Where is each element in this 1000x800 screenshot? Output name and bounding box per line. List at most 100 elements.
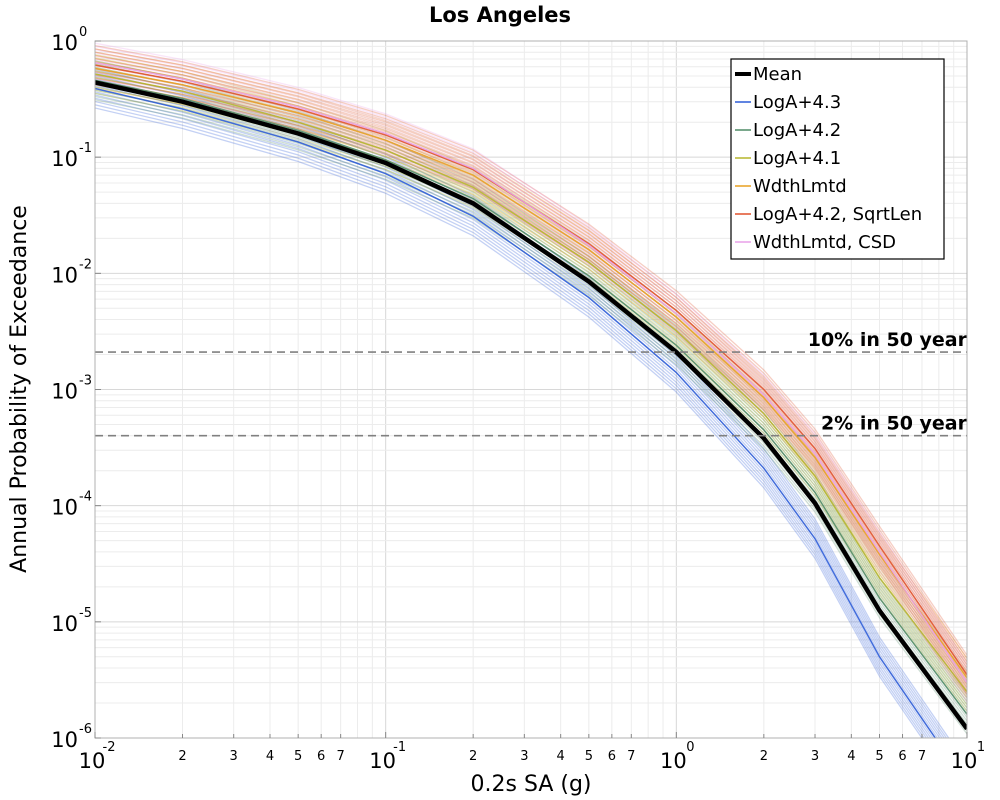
x-minor-tick-label: 6	[608, 749, 616, 764]
branch-curve	[95, 100, 928, 738]
x-minor-tick-label: 5	[875, 749, 883, 764]
branch-curve	[95, 70, 967, 689]
y-tick-exponent: -2	[79, 257, 92, 272]
y-tick-label: 10	[51, 380, 78, 404]
branch-curve	[95, 51, 967, 662]
series-lines	[95, 61, 967, 738]
x-tick-label: 10	[660, 749, 687, 773]
series-line	[95, 87, 937, 738]
branch-curve	[95, 69, 967, 705]
legend-entry: LogA+4.2, SqrtLen	[753, 204, 922, 225]
legend-entry: Mean	[753, 64, 802, 85]
branch-curve	[95, 81, 967, 703]
y-tick-exponent: -5	[79, 606, 92, 621]
x-minor-tick-label: 2	[760, 749, 768, 764]
series-line	[95, 64, 967, 676]
series-line	[95, 79, 967, 715]
grid	[94, 40, 968, 739]
reference-lines: 10% in 50 year 2% in 50 year	[95, 329, 968, 437]
branch-curve	[95, 75, 967, 696]
mean-line	[95, 80, 967, 731]
x-minor-tick-label: 6	[898, 749, 906, 764]
branch-curve	[95, 52, 967, 674]
branch-curve	[95, 48, 967, 659]
branch-curve	[95, 89, 967, 709]
y-tick-exponent: -6	[79, 722, 92, 737]
y-tick-label: 10	[51, 147, 78, 171]
x-minor-tick-label: 2	[469, 749, 477, 764]
y-tick-label: 10	[51, 263, 78, 287]
chart-title: Los Angeles	[429, 3, 571, 27]
y-tick-exponent: -1	[79, 141, 92, 156]
reference-line-label: 2% in 50 year	[821, 413, 968, 435]
x-minor-tick-label: 5	[294, 749, 302, 764]
branch-curve	[95, 74, 967, 685]
branch-curve	[95, 99, 967, 735]
branch-curve	[95, 51, 967, 663]
branch-curve	[95, 74, 945, 738]
x-tick-label: 10	[79, 749, 106, 773]
branch-curve	[95, 54, 967, 666]
y-tick-exponent: -4	[79, 490, 92, 505]
legend-entry: WdthLmtd	[753, 176, 847, 197]
legend-entry: LogA+4.1	[753, 148, 841, 169]
y-tick-label: 10	[51, 31, 78, 55]
branch-curve	[95, 44, 967, 656]
reference-line-label: 10% in 50 year	[808, 329, 968, 351]
legend-box	[730, 58, 945, 260]
legend: Mean LogA+4.3 LogA+4.2 LogA+4.1 WdthLmtd LogA…	[730, 58, 945, 260]
branch-curve	[95, 66, 967, 686]
branch-curve	[95, 77, 967, 689]
branch-curve	[95, 76, 967, 696]
legend-entry: WdthLmtd, CSD	[753, 232, 896, 253]
x-tick-exponent: -1	[393, 740, 406, 755]
branch-curve	[95, 58, 967, 680]
y-tick-exponent: 0	[79, 25, 87, 40]
branch-curve	[95, 57, 967, 669]
x-minor-tick-label: 5	[585, 749, 593, 764]
branch-curve	[95, 76, 967, 712]
x-minor-tick-label: 7	[918, 749, 926, 764]
y-axis-label: Annual Probability of Exceedance	[7, 205, 32, 573]
y-tick-label: 10	[51, 496, 78, 520]
legend-entry: LogA+4.3	[753, 92, 841, 113]
branch-curve	[95, 71, 967, 682]
branch-curve	[95, 97, 930, 738]
x-tick-label: 10	[369, 749, 396, 773]
x-minor-tick-label: 4	[847, 749, 855, 764]
branch-curve	[95, 95, 967, 731]
branch-curve	[95, 80, 967, 692]
branch-curve	[95, 42, 967, 664]
branch-curve	[95, 49, 967, 670]
x-tick-exponent: 0	[686, 740, 694, 755]
x-minor-tick-label: 4	[266, 749, 274, 764]
branch-curve	[95, 79, 967, 699]
branch-curve	[95, 91, 934, 738]
series-line	[95, 67, 967, 679]
x-minor-tick-label: 3	[811, 749, 819, 764]
legend-entry: LogA+4.2	[753, 120, 841, 141]
branch-curve	[95, 84, 939, 738]
branch-curve	[95, 45, 967, 667]
series-line	[95, 73, 967, 693]
y-tick-label: 10	[51, 728, 78, 752]
x-minor-tick-label: 3	[520, 749, 528, 764]
x-minor-tick-label: 4	[557, 749, 565, 764]
y-tick-exponent: -3	[79, 374, 92, 389]
x-minor-tick-label: 6	[317, 749, 325, 764]
x-tick-label: 10	[951, 749, 978, 773]
x-minor-tick-label: 2	[178, 749, 186, 764]
branch-curve	[95, 104, 925, 738]
branch-curve	[95, 77, 967, 688]
x-minor-tick-label: 3	[230, 749, 238, 764]
branch-curve	[95, 61, 967, 672]
branch-curve	[95, 94, 932, 738]
branch-curve	[95, 71, 967, 693]
x-tick-exponent: 1	[977, 740, 985, 755]
x-tick-exponent: -2	[103, 740, 116, 755]
branch-curve	[95, 48, 967, 659]
branch-curve	[95, 107, 923, 738]
